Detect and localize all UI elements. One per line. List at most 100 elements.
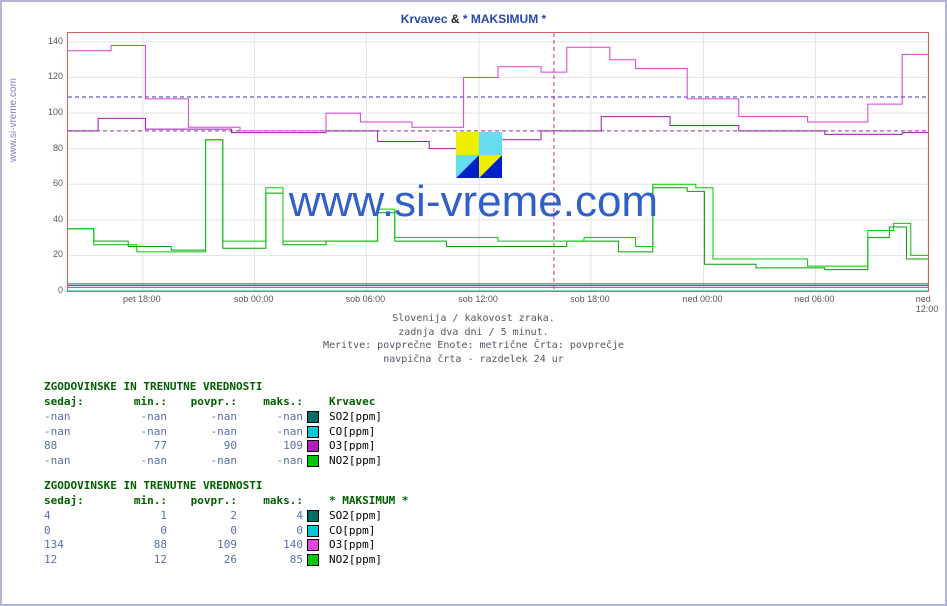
cell: -nan [99,454,167,469]
table-1: ZGODOVINSKE IN TRENUTNE VREDNOSTIsedaj:m… [44,380,439,469]
table-title: ZGODOVINSKE IN TRENUTNE VREDNOSTI [44,479,439,494]
table-row: 4124SO2[ppm] [44,509,439,524]
series-label: SO2[ppm] [323,410,439,425]
xtick-label: pet 18:00 [123,294,161,304]
swatch-cell [303,454,323,469]
series-label: CO[ppm] [323,425,439,440]
hdr-cell: * MAKSIMUM * [323,494,439,509]
hdr-cell: sedaj: [44,494,99,509]
ytick-label: 80 [53,143,63,153]
xtick-label: sob 00:00 [234,294,274,304]
cell: 1 [99,509,167,524]
cell: 4 [237,509,303,524]
chart-frame: Krvavec & * MAKSIMUM * www.si-vreme.com … [0,0,947,606]
series-label: NO2[ppm] [323,553,439,568]
cell: -nan [44,425,99,440]
cell: 90 [167,439,237,454]
table-row: -nan-nan-nan-nanSO2[ppm] [44,410,439,425]
cell: 26 [167,553,237,568]
table-row: 887790109O3[ppm] [44,439,439,454]
cell: 12 [44,553,99,568]
side-label: www.si-vreme.com [8,78,19,162]
cell: -nan [237,410,303,425]
hdr-cell: Krvavec [323,395,439,410]
table-row: -nan-nan-nan-nanCO[ppm] [44,425,439,440]
cell: 2 [167,509,237,524]
swatch-cell [303,439,323,454]
cell: 12 [99,553,167,568]
series-label: NO2[ppm] [323,454,439,469]
hdr-cell: min.: [99,395,167,410]
title-b: * MAKSIMUM * [463,12,546,26]
swatch-cell [303,509,323,524]
data-tables: ZGODOVINSKE IN TRENUTNE VREDNOSTIsedaj:m… [44,380,439,568]
series-label: CO[ppm] [323,524,439,539]
cell: -nan [167,425,237,440]
cell: -nan [237,454,303,469]
sub-2: Meritve: povprečne Enote: metrične Črta:… [2,339,945,353]
cell: -nan [99,410,167,425]
hdr-cell: maks.: [237,494,303,509]
table-row: 0000CO[ppm] [44,524,439,539]
sub-3: navpična črta - razdelek 24 ur [2,353,945,367]
ytick-label: 100 [48,107,63,117]
cell: 140 [237,538,303,553]
cell: 4 [44,509,99,524]
table-row: 12122685NO2[ppm] [44,553,439,568]
ytick-label: 140 [48,36,63,46]
table-2: ZGODOVINSKE IN TRENUTNE VREDNOSTIsedaj:m… [44,479,439,568]
cell: 109 [237,439,303,454]
ytick-label: 40 [53,214,63,224]
cell: -nan [44,410,99,425]
hdr-cell: sedaj: [44,395,99,410]
x-axis-ticks: pet 18:00 sob 00:00 sob 06:00 sob 12:00 sob … [67,294,927,308]
series-label: O3[ppm] [323,439,439,454]
cell: 109 [167,538,237,553]
hdr-cell: povpr.: [167,494,237,509]
ytick-label: 120 [48,71,63,81]
table-header: sedaj:min.:povpr.:maks.: Krvavec [44,395,439,410]
xtick-label: sob 06:00 [346,294,386,304]
chart-title: Krvavec & * MAKSIMUM * [2,12,945,26]
xtick-label: sob 18:00 [570,294,610,304]
hdr-cell: min.: [99,494,167,509]
cell: -nan [167,454,237,469]
sub-1: zadnja dva dni / 5 minut. [2,326,945,340]
xtick-label: sob 12:00 [458,294,498,304]
series-swatch [307,440,319,452]
y-axis-ticks: 020406080100120140 [37,32,65,290]
cell: 77 [99,439,167,454]
title-sep: & [448,12,463,26]
cell: 0 [44,524,99,539]
series-swatch [307,539,319,551]
table-row: -nan-nan-nan-nanNO2[ppm] [44,454,439,469]
swatch-cell [303,538,323,553]
swatch-cell [303,410,323,425]
hdr-cell: povpr.: [167,395,237,410]
xtick-label: ned 00:00 [683,294,723,304]
xtick-label: ned 06:00 [794,294,834,304]
swatch-cell [303,425,323,440]
table-row: 13488109140O3[ppm] [44,538,439,553]
cell: -nan [99,425,167,440]
cell: -nan [167,410,237,425]
cell: -nan [237,425,303,440]
sub-0: Slovenija / kakovost zraka. [2,312,945,326]
swatch-cell [303,524,323,539]
cell: 85 [237,553,303,568]
series-swatch [307,455,319,467]
ytick-label: 20 [53,249,63,259]
hdr-cell: maks.: [237,395,303,410]
series-swatch [307,554,319,566]
cell: 0 [167,524,237,539]
subtitle: Slovenija / kakovost zraka. zadnja dva d… [2,312,945,366]
title-a: Krvavec [401,12,448,26]
ytick-label: 60 [53,178,63,188]
xtick-label: ned 12:00 [916,294,939,314]
series-swatch [307,411,319,423]
watermark-logo [456,132,502,178]
cell: 134 [44,538,99,553]
swatch-cell [303,553,323,568]
cell: 88 [99,538,167,553]
cell: 0 [99,524,167,539]
